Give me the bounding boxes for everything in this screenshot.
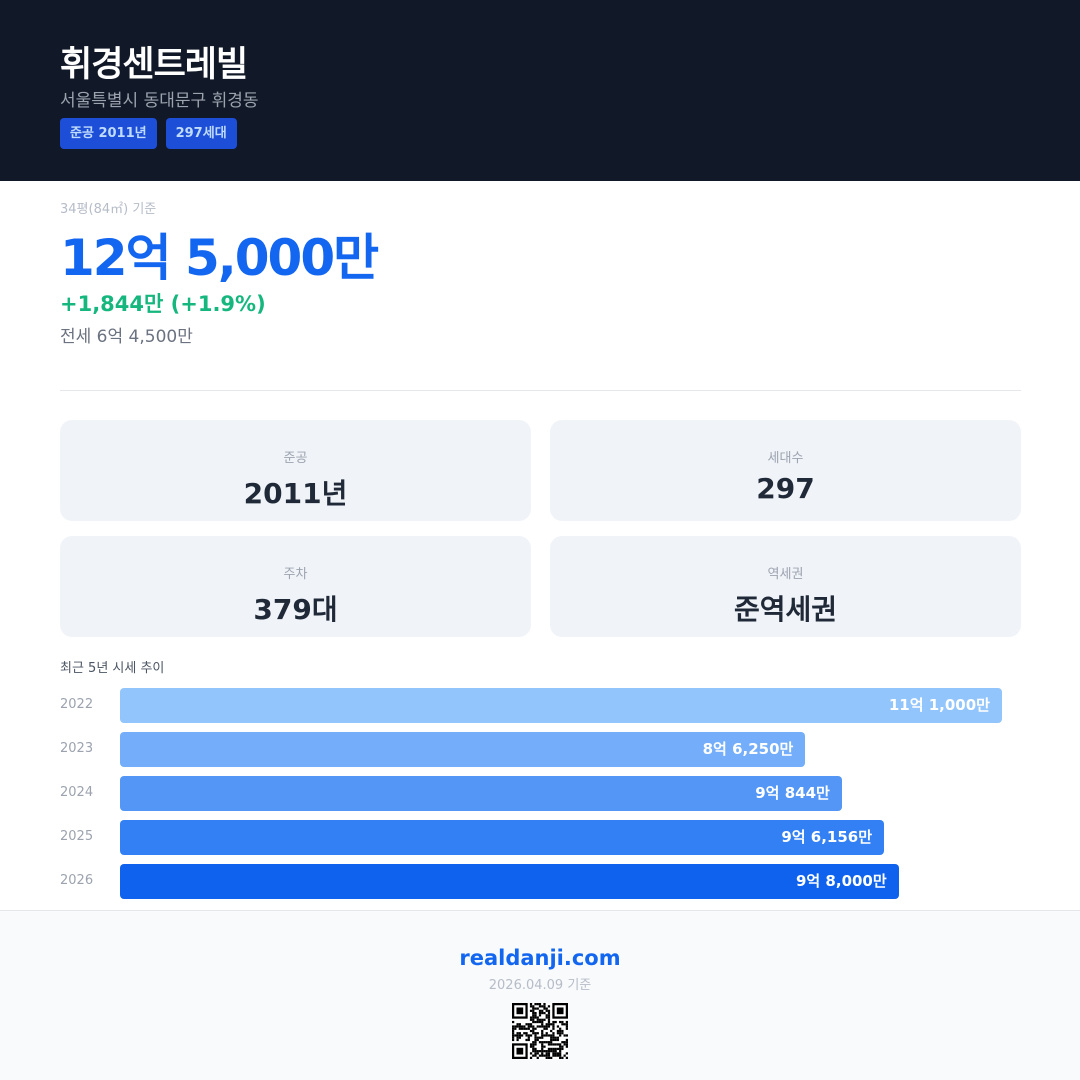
stat-card-households: 세대수 297: [550, 420, 1021, 521]
badge-built-year: 준공 2011년: [60, 118, 157, 149]
jeonse-price: 전세 6억 4,500만: [60, 327, 193, 347]
badge-households: 297세대: [165, 118, 237, 149]
year-label: 2025: [60, 829, 94, 844]
price-change: +1,844만 (+1.9%): [60, 292, 266, 316]
year-label: 2026: [60, 873, 94, 888]
reference-date: 2026.04.09 기준: [488, 978, 592, 993]
bar-row: 2025 9억 6,156만: [60, 820, 1020, 855]
stat-value: 297: [756, 472, 815, 505]
address: 서울특별시 동대문구 휘경동: [60, 91, 259, 111]
bar: 9억 6,156만: [120, 820, 885, 855]
stat-label: 세대수: [767, 451, 804, 466]
header: 휘경센트레빌 서울특별시 동대문구 휘경동 준공 2011년 297세대: [0, 0, 1080, 181]
stat-label: 주차: [283, 567, 308, 582]
stat-card-built: 준공 2011년: [60, 420, 531, 521]
sale-price: 12억 5,000만: [60, 229, 379, 287]
year-label: 2024: [60, 785, 94, 800]
bar: 9억 844만: [120, 776, 842, 811]
site-link[interactable]: realdanji.com: [459, 946, 621, 970]
bar-row: 2022 11억 1,000만: [60, 688, 1020, 723]
bar: 11억 1,000만: [120, 688, 1002, 723]
bar-row: 2023 8억 6,250만: [60, 732, 1020, 767]
bar: 9억 8,000만: [120, 864, 899, 899]
price-basis: 34평(84㎡) 기준: [60, 202, 157, 217]
stat-label: 역세권: [767, 567, 804, 582]
stat-card-parking: 주차 379대: [60, 536, 531, 637]
bar: 8억 6,250만: [120, 732, 806, 767]
stat-card-station: 역세권 준역세권: [550, 536, 1021, 637]
year-label: 2023: [60, 741, 94, 756]
bar-row: 2026 9억 8,000만: [60, 864, 1020, 899]
stat-value: 준역세권: [733, 593, 838, 626]
bar-row: 2024 9억 844만: [60, 776, 1020, 811]
footer: realdanji.com 2026.04.09 기준: [0, 910, 1080, 1080]
divider: [60, 390, 1021, 391]
qr-code-icon: [512, 1003, 568, 1059]
stat-value: 2011년: [243, 477, 348, 510]
stat-label: 준공: [283, 451, 308, 466]
stat-value: 379대: [253, 593, 338, 626]
chart-title: 최근 5년 시세 추이: [60, 661, 165, 676]
complex-title: 휘경센트레빌: [60, 45, 248, 85]
year-label: 2022: [60, 697, 94, 712]
